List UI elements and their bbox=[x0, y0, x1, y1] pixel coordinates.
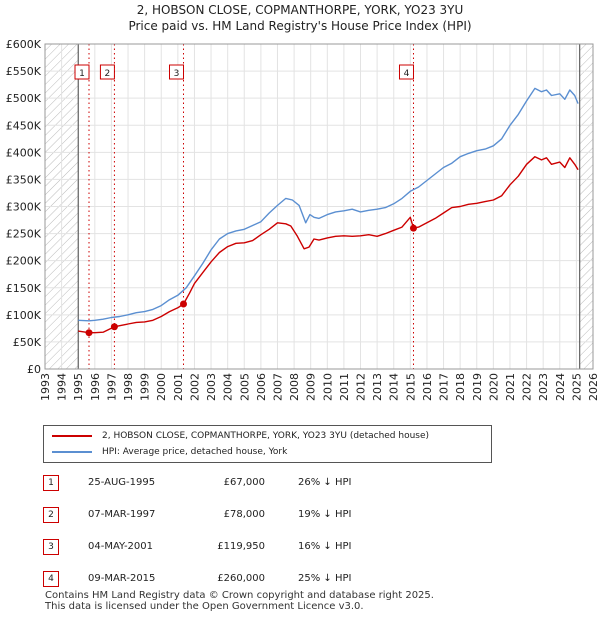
legend-item-property: 2, HOBSON CLOSE, COPMANTHORPE, YORK, YO2… bbox=[52, 429, 429, 443]
x-tick-label: 2015 bbox=[404, 373, 417, 401]
x-tick-label: 2007 bbox=[271, 373, 284, 401]
x-tick-label: 2018 bbox=[454, 373, 467, 401]
x-tick-label: 2006 bbox=[255, 373, 268, 401]
x-tick-label: 2013 bbox=[371, 373, 384, 401]
x-tick-label: 2011 bbox=[338, 373, 351, 401]
x-tick-label: 1999 bbox=[139, 373, 152, 401]
sale-date: 07-MAR-1997 bbox=[88, 509, 156, 520]
sale-date: 25-AUG-1995 bbox=[88, 477, 156, 488]
hpi-series-line bbox=[78, 87, 579, 322]
x-tick-label: 1994 bbox=[56, 373, 69, 401]
x-tick-label: 2016 bbox=[421, 373, 434, 401]
title-line-2: Price paid vs. HM Land Registry's House … bbox=[128, 19, 472, 33]
sale-hpi-diff: 19% ↓ HPI bbox=[298, 509, 352, 520]
x-tick-label: 2025 bbox=[570, 373, 583, 401]
sale-4-marker-box bbox=[398, 64, 414, 80]
x-tick-label: 2005 bbox=[238, 373, 251, 401]
legend-item-hpi: HPI: Average price, detached house, York bbox=[52, 445, 287, 459]
title-line-1: 2, HOBSON CLOSE, COPMANTHORPE, YORK, YO2… bbox=[136, 3, 464, 17]
sale-date: 04-MAY-2001 bbox=[88, 541, 154, 552]
legend-swatch-property bbox=[52, 435, 92, 437]
footer-line-2: This data is licensed under the Open Gov… bbox=[45, 601, 364, 612]
table-row: 4 09-MAR-2015 £260,000 25% ↓ HPI bbox=[40, 571, 580, 589]
x-tick-label: 2003 bbox=[205, 373, 218, 401]
plot-frame bbox=[44, 43, 594, 370]
x-tick-label: 2024 bbox=[554, 373, 567, 401]
x-tick-label: 2017 bbox=[438, 373, 451, 401]
sale-3-point bbox=[179, 300, 187, 308]
sale-hpi-diff: 26% ↓ HPI bbox=[298, 477, 352, 488]
y-tick-label: £50K bbox=[13, 336, 42, 349]
legend: 2, HOBSON CLOSE, COPMANTHORPE, YORK, YO2… bbox=[43, 425, 492, 463]
y-tick-label: £600K bbox=[6, 38, 42, 51]
sale-date: 09-MAR-2015 bbox=[88, 573, 156, 584]
x-tick-label: 2019 bbox=[471, 373, 484, 401]
y-tick-label: £450K bbox=[6, 119, 42, 132]
sale-4-marker-label: 4 bbox=[404, 69, 410, 79]
sale-1-marker-label: 1 bbox=[79, 69, 85, 79]
x-tick-label: 2001 bbox=[172, 373, 185, 401]
x-tick-label: 2020 bbox=[487, 373, 500, 401]
sale-2-marker-label: 2 bbox=[105, 69, 111, 79]
x-tick-label: 1996 bbox=[89, 373, 102, 401]
sale-1-marker-box bbox=[74, 64, 90, 80]
y-tick-label: £100K bbox=[6, 309, 42, 322]
sale-price: £119,950 bbox=[217, 541, 265, 552]
legend-swatch-hpi bbox=[52, 451, 92, 453]
sale-3-marker-box bbox=[168, 64, 184, 80]
table-row: 1 25-AUG-1995 £67,000 26% ↓ HPI bbox=[40, 475, 580, 493]
table-row: 2 07-MAR-1997 £78,000 19% ↓ HPI bbox=[40, 507, 580, 525]
y-tick-label: £150K bbox=[6, 282, 42, 295]
y-tick-label: £200K bbox=[6, 255, 42, 268]
x-tick-label: 2000 bbox=[155, 373, 168, 401]
x-tick-label: 2022 bbox=[521, 373, 534, 401]
x-tick-label: 2010 bbox=[321, 373, 334, 401]
sale-hpi-diff: 25% ↓ HPI bbox=[298, 573, 352, 584]
sale-price: £78,000 bbox=[223, 509, 265, 520]
sale-marker-box: 3 bbox=[43, 539, 59, 555]
table-row: 3 04-MAY-2001 £119,950 16% ↓ HPI bbox=[40, 539, 580, 557]
y-tick-label: £400K bbox=[6, 146, 42, 159]
legend-label-hpi: HPI: Average price, detached house, York bbox=[102, 447, 288, 457]
x-tick-label: 2014 bbox=[388, 373, 401, 401]
sale-price: £260,000 bbox=[217, 573, 265, 584]
legend-label-property: 2, HOBSON CLOSE, COPMANTHORPE, YORK, YO2… bbox=[102, 431, 430, 441]
footer: Contains HM Land Registry data © Crown c… bbox=[45, 590, 434, 612]
x-tick-label: 1993 bbox=[39, 373, 52, 401]
y-tick-label: £500K bbox=[6, 92, 42, 105]
x-tick-label: 1998 bbox=[122, 373, 135, 401]
sale-marker-box: 1 bbox=[43, 475, 59, 491]
x-tick-label: 2008 bbox=[288, 373, 301, 401]
x-tick-label: 2012 bbox=[355, 373, 368, 401]
property-series-line bbox=[78, 155, 579, 334]
sale-marker-box: 2 bbox=[43, 507, 59, 523]
y-tick-label: £550K bbox=[6, 65, 42, 78]
sale-marker-box: 4 bbox=[43, 571, 59, 587]
y-tick-label: £250K bbox=[6, 228, 42, 241]
y-tick-label: £0 bbox=[27, 363, 41, 376]
x-tick-label: 1997 bbox=[105, 373, 118, 401]
sale-price: £67,000 bbox=[223, 477, 265, 488]
x-tick-label: 2002 bbox=[188, 373, 201, 401]
sale-4-point bbox=[409, 224, 417, 232]
footer-line-1: Contains HM Land Registry data © Crown c… bbox=[45, 590, 434, 601]
x-tick-label: 2023 bbox=[537, 373, 550, 401]
sale-2-point bbox=[110, 323, 118, 331]
x-tick-label: 2009 bbox=[305, 373, 318, 401]
price-chart: £0 £50K £100K £150K £200K £250K £300K £350K £400… bbox=[6, 38, 600, 401]
x-tick-label: 1995 bbox=[72, 373, 85, 401]
y-tick-label: £350K bbox=[6, 173, 42, 186]
x-tick-label: 2004 bbox=[222, 373, 235, 401]
x-tick-label: 2021 bbox=[504, 373, 517, 401]
chart-title: 2, HOBSON CLOSE, COPMANTHORPE, YORK, YO2… bbox=[0, 2, 600, 34]
sale-1-point bbox=[85, 329, 93, 337]
x-tick-label: 2026 bbox=[587, 373, 600, 401]
sale-3-marker-label: 3 bbox=[174, 69, 180, 79]
y-tick-label: £300K bbox=[6, 201, 42, 214]
sale-hpi-diff: 16% ↓ HPI bbox=[298, 541, 352, 552]
sale-2-marker-box bbox=[99, 64, 115, 80]
